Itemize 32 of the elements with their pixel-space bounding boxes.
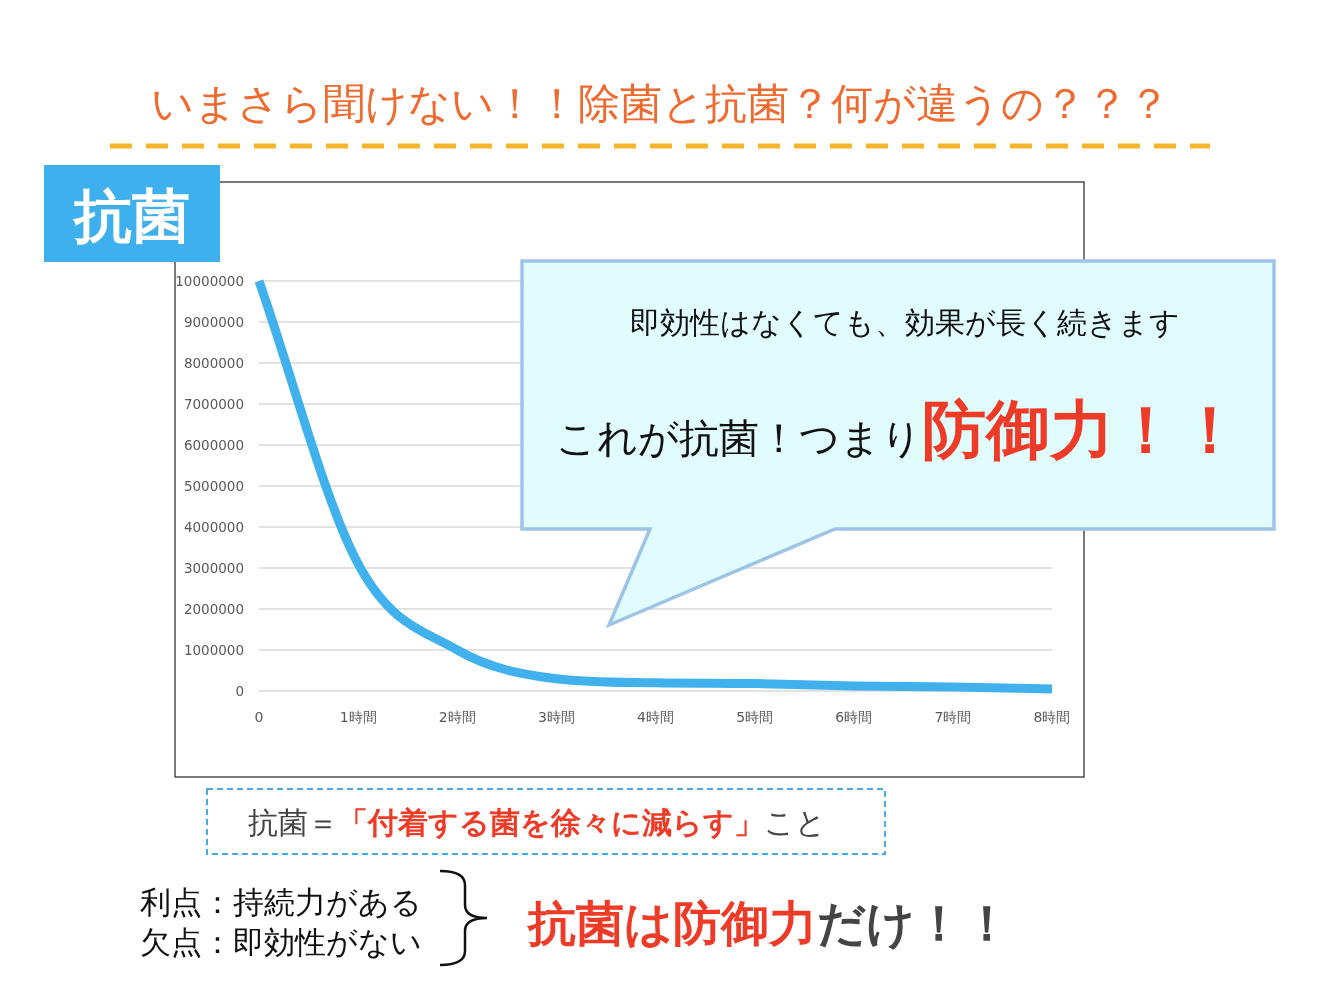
x-tick-label: 7時間 [934,709,972,725]
annotation: 抗菌 [74,182,190,250]
annotation: 「付着する菌を徐々に減らす」 [338,805,764,840]
annotation: 抗菌は防御力 [528,895,817,951]
y-tick-label: 10000000 [175,273,244,289]
annotation: これが抗菌！つまり [556,415,922,461]
x-tick-label: 0 [254,709,264,725]
x-tick-label: 5時間 [736,709,774,725]
title: いまさら聞けない！！除菌と抗菌？何が違うの？？？ [150,79,1170,128]
y-tick-label: 3000000 [183,560,244,576]
y-tick-label: 1000000 [183,642,244,658]
y-tick-label: 5000000 [183,478,244,494]
x-tick-label: 1時間 [339,709,377,725]
y-tick-label: 2000000 [183,601,244,617]
y-tick-label: 9000000 [183,314,244,330]
annotation: 即効性はなくても、効果が長く続きます [630,305,1180,340]
y-tick-label: 6000000 [183,437,244,453]
y-tick-label: 0 [235,683,244,699]
annotation: 欠点：即効性がない [140,924,422,960]
annotation: だけ！！ [817,895,1011,951]
x-tick-label: 2時間 [438,709,476,725]
x-tick-label: 8時間 [1033,709,1071,725]
annotation: こと [764,805,826,840]
annotation: 抗菌＝ [248,805,338,840]
x-tick-label: 3時間 [537,709,575,725]
y-tick-label: 8000000 [183,355,244,371]
annotation: 防御力！！ [922,393,1242,467]
x-tick-label: 4時間 [637,709,674,725]
annotation: 利点：持続力がある [140,884,422,920]
y-tick-label: 4000000 [183,519,244,535]
y-tick-label: 7000000 [183,396,244,412]
x-tick-label: 6時間 [835,709,873,725]
